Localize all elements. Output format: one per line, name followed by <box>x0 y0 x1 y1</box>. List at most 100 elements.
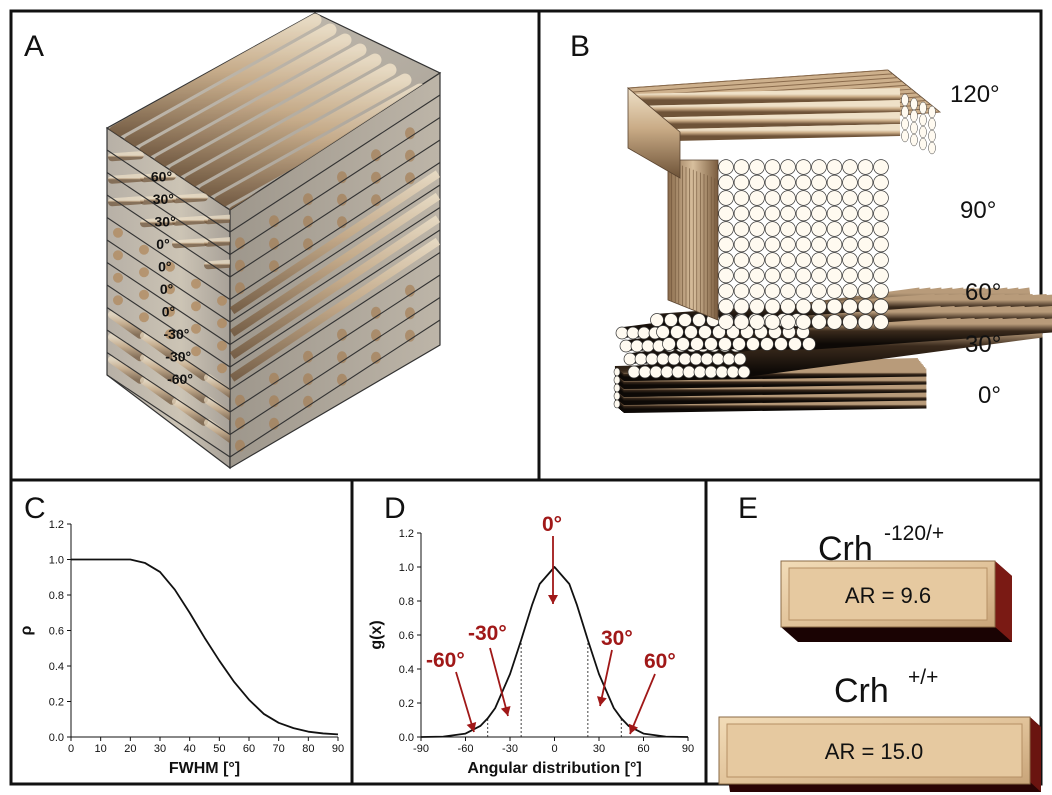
y-tick-label: 0.0 <box>399 732 414 744</box>
fiber-end <box>630 339 644 353</box>
top-fiber <box>108 13 322 139</box>
fiber-end <box>857 174 874 191</box>
fiber <box>627 88 901 106</box>
fiber-end <box>139 312 149 323</box>
panel-label-b: B <box>570 30 590 63</box>
y-tick-label: 1.2 <box>49 519 64 531</box>
layer-label: 0° <box>156 236 169 252</box>
fiber-end <box>901 117 909 131</box>
fiber-end <box>718 298 734 315</box>
fiber <box>627 112 901 130</box>
fiber-end <box>678 352 692 366</box>
fiber-end <box>826 267 843 284</box>
fiber-end <box>901 105 909 119</box>
fiber-end <box>139 267 149 278</box>
series-line <box>420 566 689 738</box>
fiber-end <box>165 284 175 295</box>
fiber-end <box>165 306 175 317</box>
annotation-arrow-head <box>596 696 607 706</box>
fiber-end <box>764 205 781 222</box>
fiber-end <box>113 272 123 283</box>
fiber-end <box>826 283 843 299</box>
fiber-end <box>684 325 698 339</box>
front-fiber <box>204 418 230 447</box>
fiber-end <box>780 236 796 253</box>
y-tick-label: 0.8 <box>399 596 414 608</box>
fiber-end <box>764 174 781 191</box>
side-fibers <box>230 127 440 452</box>
fiber-end <box>857 298 874 315</box>
fiber-end <box>217 295 227 306</box>
fiber-end <box>826 221 843 237</box>
layer-line-front <box>106 329 231 413</box>
fiber-end <box>811 174 827 191</box>
fiber-end <box>139 244 149 255</box>
layer-line-side <box>229 207 441 345</box>
fiber-end <box>780 267 796 284</box>
fiber-end <box>795 190 812 206</box>
fiber-end <box>733 221 750 237</box>
fiber-end <box>928 129 936 143</box>
fiber-end <box>764 236 781 253</box>
fiber-end <box>749 283 765 299</box>
fiber-end <box>676 337 690 351</box>
fiber-end <box>928 105 936 119</box>
layer-line-side <box>229 94 441 233</box>
fiber-end <box>826 314 843 330</box>
annotation-30: 30° <box>601 627 633 650</box>
fiber-end <box>623 352 637 366</box>
front-fiber <box>108 310 144 339</box>
fiber-end <box>405 127 415 140</box>
annotation-minus-60: -60° <box>426 649 465 672</box>
front-fiber <box>108 333 144 362</box>
top-fiber <box>138 33 352 159</box>
fiber-end <box>873 159 889 175</box>
layer-label: 0° <box>162 303 175 319</box>
front-fiber <box>108 355 144 384</box>
fiber-end <box>749 236 765 253</box>
fiber-end <box>857 283 874 299</box>
side-fiber <box>230 192 440 337</box>
fiber-end <box>670 325 684 339</box>
fiber-end <box>718 205 734 222</box>
layer-line-front <box>106 239 231 323</box>
fiber-end <box>217 318 227 329</box>
fiber-end <box>764 159 781 175</box>
annotation-arrow-shaft <box>455 671 475 733</box>
x-tick-label: -90 <box>413 743 429 755</box>
fiber-end <box>718 190 734 206</box>
fiber-end <box>749 174 765 191</box>
fiber-end <box>667 352 681 366</box>
fiber-end <box>857 205 874 222</box>
fiber-end <box>749 298 765 315</box>
fiber-end <box>901 129 909 143</box>
fiber-end <box>637 326 651 340</box>
fiber <box>806 320 1052 350</box>
annotation-arrow-shaft <box>489 647 509 717</box>
fiber-end <box>873 314 889 330</box>
fiber-end <box>910 97 918 111</box>
fiber-end <box>689 352 703 366</box>
fiber-end <box>857 252 874 268</box>
x-tick-label: 0 <box>68 743 74 755</box>
fiber-end <box>795 174 812 191</box>
fiber-end <box>842 267 858 284</box>
x-tick-label: 70 <box>273 743 285 755</box>
fiber-end <box>613 375 621 385</box>
fiber-end <box>910 133 918 147</box>
fiber-end <box>613 367 621 377</box>
layer-line-side <box>229 184 441 323</box>
fiber-end <box>746 337 760 351</box>
fiber-end <box>873 252 889 268</box>
fiber-end <box>857 159 874 175</box>
fiber-end <box>660 365 674 379</box>
fiber-end <box>873 298 889 315</box>
layer-label: -60° <box>167 371 193 387</box>
fiber-end <box>811 252 827 268</box>
fiber-end <box>826 298 843 315</box>
fiber-end <box>715 365 729 379</box>
fiber-end <box>780 221 796 237</box>
fiber-end <box>780 314 796 330</box>
x-tick-label: 60 <box>243 743 255 755</box>
panel-a-laminate: 60° 30° 30° 0° 0° 0° 0° -30° -30° -60° <box>105 12 442 470</box>
